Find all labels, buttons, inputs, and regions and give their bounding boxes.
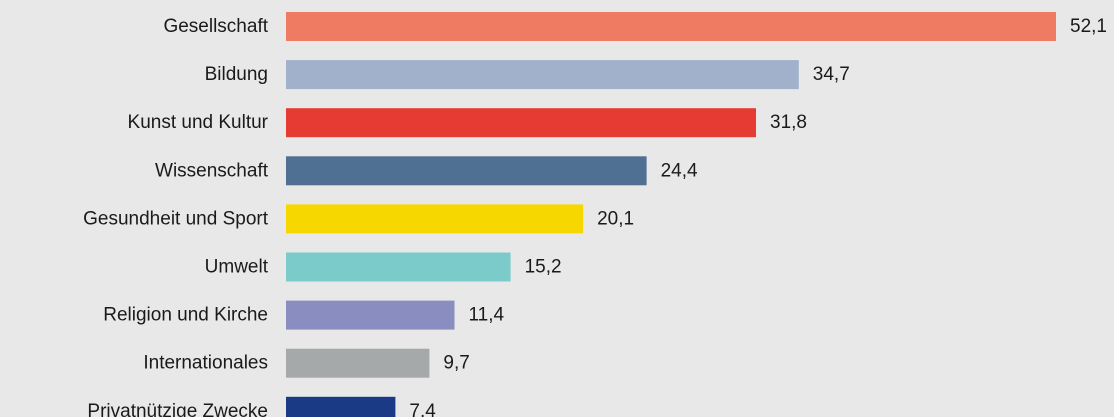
bar — [286, 108, 756, 138]
value-label: 7,4 — [409, 401, 436, 417]
value-label: 9,7 — [443, 353, 469, 374]
value-label: 15,2 — [525, 257, 562, 278]
bar — [286, 348, 430, 378]
bar — [286, 300, 455, 330]
bar — [286, 156, 647, 186]
category-label: Bildung — [205, 64, 268, 85]
bar — [286, 60, 799, 90]
bar — [286, 204, 584, 234]
category-label: Religion und Kirche — [103, 305, 268, 326]
bar — [286, 12, 1056, 41]
category-label: Kunst und Kultur — [128, 112, 269, 133]
bar — [286, 252, 511, 282]
value-label: 34,7 — [813, 64, 850, 85]
value-label: 24,4 — [661, 160, 698, 181]
category-label: Gesellschaft — [163, 16, 268, 37]
value-label: 31,8 — [770, 112, 807, 133]
bar — [286, 396, 396, 417]
value-label: 11,4 — [469, 305, 505, 326]
category-label: Privatnützige Zwecke — [87, 401, 268, 417]
category-label: Gesundheit und Sport — [83, 208, 269, 229]
category-label: Wissenschaft — [155, 160, 269, 181]
value-label: 52,1 — [1070, 16, 1107, 37]
category-label: Internationales — [143, 353, 268, 374]
category-label: Umwelt — [205, 257, 269, 278]
value-label: 20,1 — [597, 208, 634, 229]
